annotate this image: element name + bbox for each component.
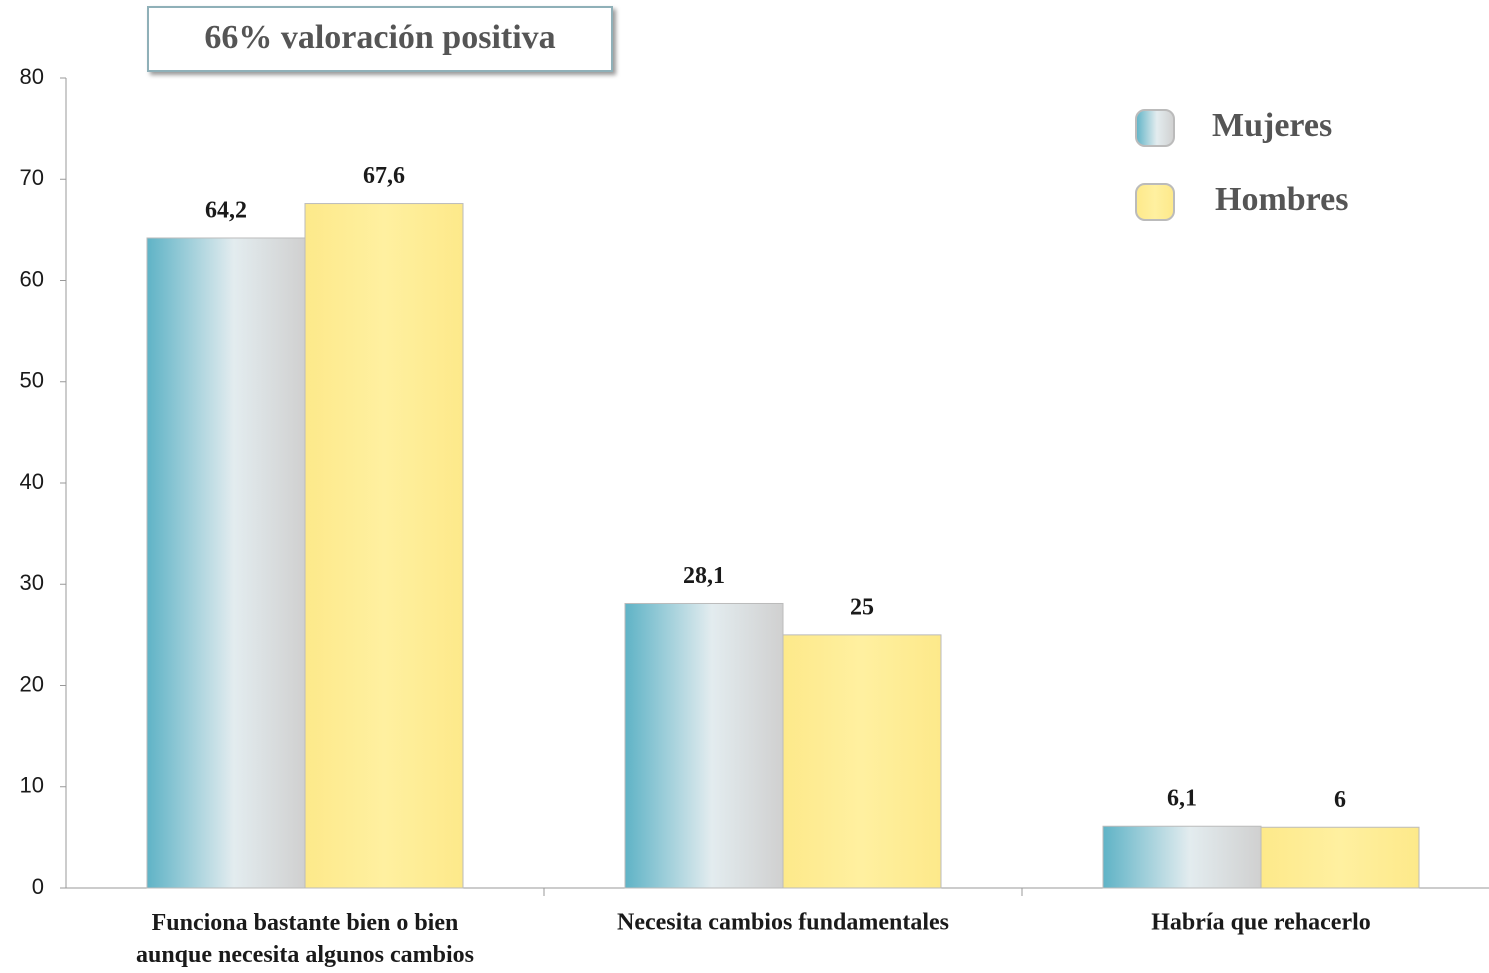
data-label: 67,6 — [363, 163, 405, 189]
bar — [304, 203, 464, 889]
bar — [1102, 825, 1262, 889]
x-tick-label: Habría que rehacerlo — [1151, 910, 1371, 936]
y-tick-label: 30 — [20, 570, 44, 595]
y-tick-label: 50 — [20, 368, 44, 393]
bar — [146, 237, 306, 889]
bar — [782, 634, 942, 889]
data-label: 25 — [850, 594, 874, 620]
legend-label: Hombres — [1215, 181, 1348, 218]
data-label: 28,1 — [683, 563, 725, 589]
data-label: 6,1 — [1167, 786, 1197, 812]
bar — [624, 602, 784, 889]
y-tick-label: 20 — [20, 671, 44, 696]
data-label: 6 — [1334, 787, 1346, 813]
bar — [1260, 826, 1420, 889]
legend-label: Mujeres — [1212, 107, 1332, 144]
data-label: 64,2 — [205, 197, 247, 223]
y-tick-label: 80 — [20, 64, 44, 89]
y-tick-label: 40 — [20, 469, 44, 494]
y-tick-label: 70 — [20, 165, 44, 190]
annotation: 66% valoración positiva — [204, 19, 555, 56]
legend-swatch — [1135, 109, 1175, 147]
annotation-box — [147, 6, 613, 72]
y-tick-label: 10 — [20, 773, 44, 798]
y-tick-label: 0 — [32, 874, 44, 899]
y-tick-label: 60 — [20, 266, 44, 291]
x-tick-label: Necesita cambios fundamentales — [617, 910, 949, 936]
x-tick-label: Funciona bastante bien o bien aunque nece… — [136, 910, 474, 968]
legend-swatch — [1135, 183, 1175, 221]
